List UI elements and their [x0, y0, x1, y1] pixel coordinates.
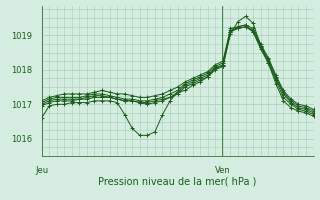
- X-axis label: Pression niveau de la mer( hPa ): Pression niveau de la mer( hPa ): [99, 176, 257, 186]
